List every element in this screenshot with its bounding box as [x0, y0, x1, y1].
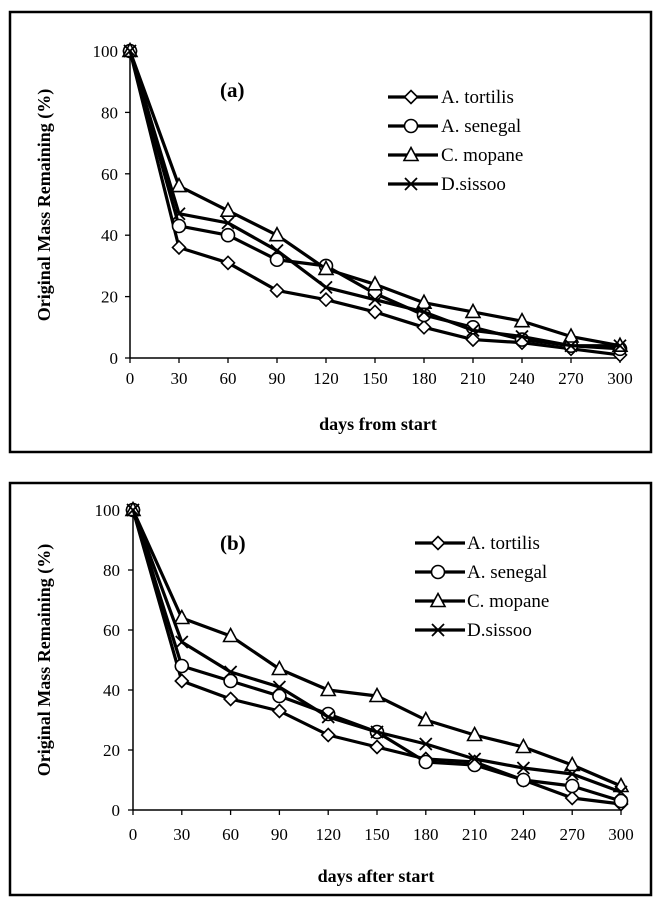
- panel-a-data-point-a-tortilis: [173, 241, 186, 254]
- panel-b-y-tick-label: 20: [103, 741, 120, 760]
- panel-b-y-tick-label: 100: [95, 501, 121, 520]
- panel-b-legend-label: C. mopane: [467, 591, 549, 612]
- panel-a-x-tick-label: 270: [558, 369, 584, 388]
- panel-a-x-tick-label: 60: [220, 369, 237, 388]
- panel-a-legend-entry-a-tortilis: A. tortilis: [388, 87, 514, 108]
- panel-b-data-point-a-senegal: [566, 780, 579, 793]
- panel-b-legend-label: D.sissoo: [467, 620, 532, 641]
- panel-b-x-axis-label: days after start: [318, 866, 435, 886]
- panel-b-x-tick-label: 0: [129, 825, 138, 844]
- panel-b-data-point-c-mopane: [272, 662, 286, 675]
- panel-b-x-tick-label: 150: [364, 825, 390, 844]
- panel-b-legend-entry-c-mopane: C. mopane: [415, 591, 549, 612]
- panel-b-data-point-a-tortilis: [273, 705, 286, 718]
- panel-b-x-tick-label: 210: [462, 825, 488, 844]
- panel-a-x-tick-label: 90: [269, 369, 286, 388]
- chart-panel-b: Original Mass Remaining (%) days after s…: [10, 483, 651, 895]
- panel-b-y-tick-label: 0: [112, 801, 121, 820]
- panel-b-legend-marker: [432, 566, 445, 579]
- panel-a-y-tick-label: 40: [101, 226, 118, 245]
- panel-b-y-axis-label: Original Mass Remaining (%): [34, 544, 55, 777]
- panel-b-x-tick-label: 120: [315, 825, 341, 844]
- panel-b-legend-label: A. tortilis: [467, 533, 540, 554]
- panel-b-legend-marker: [432, 537, 445, 550]
- panel-a-data-point-a-tortilis: [418, 321, 431, 334]
- panel-b-y-tick-label: 80: [103, 561, 120, 580]
- panel-a-x-tick-label: 30: [171, 369, 188, 388]
- panel-b-data-point-a-tortilis: [224, 693, 237, 706]
- panel-a-legend-label: D.sissoo: [441, 174, 506, 195]
- panel-a-legend-entry-a-senegal: A. senegal: [388, 116, 521, 137]
- panel-a-x-tick-label: 300: [607, 369, 633, 388]
- panel-a-data-point-a-tortilis: [271, 284, 284, 297]
- panel-a-legend-entry-c-mopane: C. mopane: [388, 145, 523, 166]
- panel-a-data-point-a-tortilis: [320, 293, 333, 306]
- panel-a-series-a-tortilis: [124, 45, 627, 362]
- panel-b-data-point-a-senegal: [175, 660, 188, 673]
- panel-b-x-tick-label: 270: [559, 825, 585, 844]
- panel-a-x-tick-label: 180: [411, 369, 437, 388]
- panel-b-legend-entry-d-sissoo: D.sissoo: [415, 620, 532, 641]
- panel-b-x-tick-label: 300: [608, 825, 634, 844]
- panel-a-x-axis-label: days from start: [319, 414, 437, 434]
- panel-b-label: (b): [220, 531, 246, 555]
- panel-a-legend-marker: [405, 120, 418, 133]
- panel-b-y-tick-label: 60: [103, 621, 120, 640]
- panel-a-y-tick-label: 100: [93, 42, 119, 61]
- panel-b-x-tick-label: 90: [271, 825, 288, 844]
- panel-a-legend-label: A. tortilis: [441, 87, 514, 108]
- panel-b-data-point-a-tortilis: [175, 675, 188, 688]
- panel-b-x-tick-label: 30: [173, 825, 190, 844]
- panel-b-x-tick-label: 180: [413, 825, 439, 844]
- panel-a-y-tick-label: 60: [101, 165, 118, 184]
- chart-panel-a: Original Mass Remaining (%) days from st…: [10, 12, 651, 452]
- panel-b-series-a-tortilis: [127, 504, 628, 811]
- panel-b-y-tick-label: 40: [103, 681, 120, 700]
- panel-b-data-point-c-mopane: [175, 611, 189, 624]
- panel-a-data-point-a-tortilis: [369, 305, 382, 318]
- panel-a-x-tick-label: 210: [460, 369, 486, 388]
- panel-a-data-point-a-senegal: [173, 219, 186, 232]
- panel-a-data-point-a-tortilis: [222, 256, 235, 269]
- panel-a-legend-label: C. mopane: [441, 145, 523, 166]
- panel-b-x-tick-label: 240: [511, 825, 537, 844]
- panel-b-legend-entry-a-tortilis: A. tortilis: [415, 533, 540, 554]
- panel-a-series-line-c-mopane: [130, 51, 620, 346]
- panel-b-legend-label: A. senegal: [467, 562, 547, 583]
- panel-a-legend-entry-d-sissoo: D.sissoo: [388, 174, 506, 195]
- panel-a-y-tick-label: 0: [110, 349, 119, 368]
- panel-a-label: (a): [220, 78, 245, 102]
- panel-b-x-tick-label: 60: [222, 825, 239, 844]
- panel-a-data-point-c-mopane: [172, 179, 186, 192]
- panel-a-x-tick-label: 120: [313, 369, 339, 388]
- panel-b-data-point-a-senegal: [517, 774, 530, 787]
- panel-a-x-tick-label: 150: [362, 369, 388, 388]
- panel-a-y-tick-label: 20: [101, 288, 118, 307]
- panel-b-data-point-a-tortilis: [371, 741, 384, 754]
- panel-a-x-tick-label: 240: [509, 369, 535, 388]
- panel-b-legend-entry-a-senegal: A. senegal: [415, 562, 547, 583]
- panel-b-data-point-a-tortilis: [322, 729, 335, 742]
- panel-a-data-point-a-senegal: [222, 229, 235, 242]
- panel-a-legend-marker: [405, 91, 418, 104]
- panel-a-y-axis-label: Original Mass Remaining (%): [34, 89, 55, 322]
- panel-b-data-point-a-tortilis: [566, 792, 579, 805]
- panel-b-data-point-a-senegal: [419, 756, 432, 769]
- panel-a-y-tick-label: 80: [101, 103, 118, 122]
- panel-a-legend-label: A. senegal: [441, 116, 521, 137]
- panel-a-x-tick-label: 0: [126, 369, 135, 388]
